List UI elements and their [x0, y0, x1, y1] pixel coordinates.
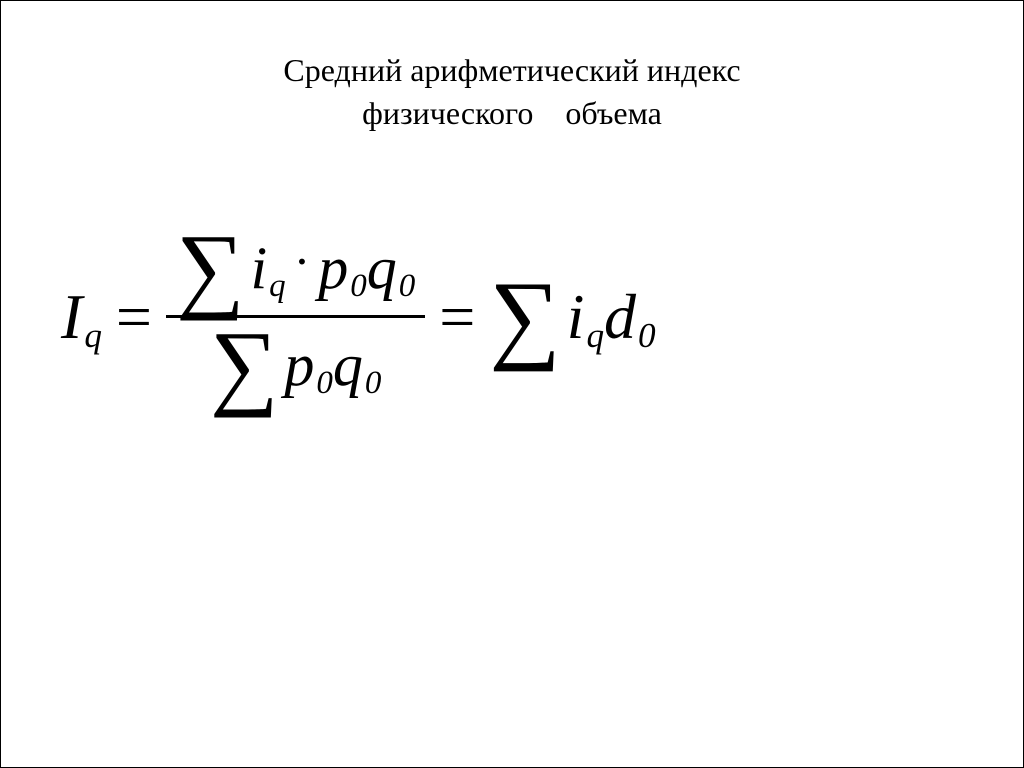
num-term-iq: i q — [250, 234, 285, 303]
equals-1: = — [116, 280, 152, 354]
den-q-sub: 0 — [365, 365, 382, 402]
num-i: i — [250, 234, 267, 303]
sigma-icon: ∑ — [176, 225, 244, 311]
rhs-term-iq: i q — [567, 280, 604, 354]
num-q: q — [367, 234, 397, 303]
rhs-d-sub: 0 — [638, 316, 656, 356]
title-line-2: физического объема — [362, 95, 662, 131]
equals-2: = — [439, 280, 475, 354]
den-p-sub: 0 — [316, 365, 333, 402]
sigma-icon: ∑ — [489, 272, 560, 362]
num-p: p — [318, 234, 348, 303]
fraction: ∑ i q · p 0 q 0 ∑ p 0 q 0 — [166, 221, 425, 413]
formula-lhs: I q — [61, 280, 102, 354]
num-q-sub: 0 — [399, 268, 416, 305]
num-i-sub: q — [269, 268, 286, 305]
sigma-icon: ∑ — [210, 322, 278, 408]
den-q: q — [333, 331, 363, 400]
num-term-p0: p 0 — [318, 234, 367, 303]
rhs-term-d0: d 0 — [604, 280, 656, 354]
num-p-sub: 0 — [350, 268, 367, 305]
den-term-q0: q 0 — [333, 331, 382, 400]
den-p: p — [284, 331, 314, 400]
denominator: ∑ p 0 q 0 — [200, 318, 391, 412]
den-term-p0: p 0 — [284, 331, 333, 400]
slide-title: Средний арифметический индекс физическог… — [1, 1, 1023, 135]
rhs-i: i — [567, 280, 585, 354]
num-term-q0: q 0 — [367, 234, 416, 303]
formula-rhs: ∑ i q d 0 — [489, 272, 655, 362]
numerator: ∑ i q · p 0 q 0 — [166, 221, 425, 315]
lhs-symbol: I — [61, 280, 82, 354]
cdot-icon: · — [294, 232, 311, 290]
lhs-subscript: q — [84, 316, 102, 356]
title-line-1: Средний арифметический индекс — [283, 52, 740, 88]
rhs-d: d — [604, 280, 636, 354]
formula: I q = ∑ i q · p 0 q 0 ∑ p 0 — [61, 221, 656, 413]
rhs-i-sub: q — [586, 316, 604, 356]
